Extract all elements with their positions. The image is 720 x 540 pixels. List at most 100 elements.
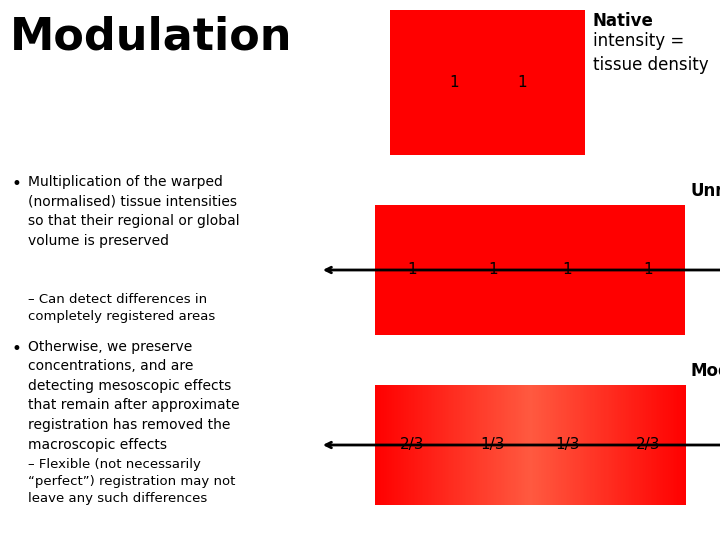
Bar (437, 385, 439, 505)
Bar (620, 385, 622, 505)
Bar (552, 385, 554, 505)
Bar (498, 385, 500, 505)
Bar (485, 385, 487, 505)
Bar (384, 385, 387, 505)
Bar (465, 385, 467, 505)
Bar (667, 385, 668, 505)
Bar (395, 385, 397, 505)
Bar (421, 385, 423, 505)
Bar (573, 385, 575, 505)
Bar (476, 385, 478, 505)
Bar (535, 385, 536, 505)
Bar (567, 385, 570, 505)
Bar (538, 385, 540, 505)
Bar (612, 385, 614, 505)
Bar (683, 385, 685, 505)
Bar (578, 385, 580, 505)
Bar (606, 385, 608, 505)
Bar (566, 385, 567, 505)
Bar (575, 385, 577, 505)
Bar (657, 385, 659, 505)
Bar (549, 385, 551, 505)
Bar (544, 385, 546, 505)
Bar (629, 385, 631, 505)
Bar (445, 385, 447, 505)
Bar (462, 385, 464, 505)
Bar (569, 385, 571, 505)
Bar (428, 385, 430, 505)
Bar (426, 385, 428, 505)
Bar (487, 385, 489, 505)
Text: 1: 1 (408, 262, 417, 278)
Bar (655, 385, 657, 505)
Bar (429, 385, 431, 505)
Text: Modulated: Modulated (690, 362, 720, 380)
Bar (381, 385, 383, 505)
Bar (597, 385, 599, 505)
Bar (678, 385, 679, 505)
Bar (603, 385, 605, 505)
Bar (513, 385, 515, 505)
Bar (609, 385, 611, 505)
Bar (592, 385, 594, 505)
Bar (375, 205, 685, 335)
Bar (496, 385, 498, 505)
Bar (383, 385, 384, 505)
Bar (440, 385, 442, 505)
Bar (528, 385, 531, 505)
Bar (526, 385, 527, 505)
Bar (593, 385, 595, 505)
Text: 1: 1 (562, 262, 572, 278)
Bar (492, 385, 495, 505)
Text: •: • (12, 340, 22, 358)
Bar (559, 385, 562, 505)
Bar (530, 385, 532, 505)
Bar (425, 385, 427, 505)
Bar (616, 385, 617, 505)
Bar (387, 385, 390, 505)
Bar (557, 385, 559, 505)
Bar (390, 385, 392, 505)
Bar (572, 385, 574, 505)
Bar (459, 385, 461, 505)
Bar (682, 385, 684, 505)
Bar (446, 385, 449, 505)
Bar (628, 385, 630, 505)
Bar (480, 385, 482, 505)
Bar (523, 385, 526, 505)
Bar (527, 385, 529, 505)
Bar (547, 385, 549, 505)
Bar (436, 385, 438, 505)
Text: Native: Native (593, 12, 654, 30)
Bar (649, 385, 652, 505)
Bar (415, 385, 418, 505)
Bar (518, 385, 520, 505)
Text: Modulation: Modulation (10, 15, 292, 58)
Text: 1: 1 (643, 262, 652, 278)
Bar (495, 385, 496, 505)
Bar (452, 385, 454, 505)
Bar (502, 385, 504, 505)
Bar (394, 385, 396, 505)
Bar (634, 385, 636, 505)
Bar (417, 385, 419, 505)
Bar (608, 385, 610, 505)
Bar (377, 385, 379, 505)
Bar (510, 385, 512, 505)
Bar (508, 385, 510, 505)
Bar (378, 385, 380, 505)
Bar (561, 385, 563, 505)
Bar (418, 385, 420, 505)
Bar (477, 385, 480, 505)
Bar (434, 385, 436, 505)
Text: 1: 1 (488, 262, 498, 278)
Bar (600, 385, 602, 505)
Bar (467, 385, 469, 505)
Bar (662, 385, 664, 505)
Bar (410, 385, 413, 505)
Text: – Flexible (not necessarily
“perfect”) registration may not
leave any such diffe: – Flexible (not necessarily “perfect”) r… (28, 458, 235, 505)
Bar (601, 385, 603, 505)
Text: Otherwise, we preserve
concentrations, and are
detecting mesoscopic effects
that: Otherwise, we preserve concentrations, a… (28, 340, 240, 451)
Bar (423, 385, 425, 505)
Bar (564, 385, 566, 505)
